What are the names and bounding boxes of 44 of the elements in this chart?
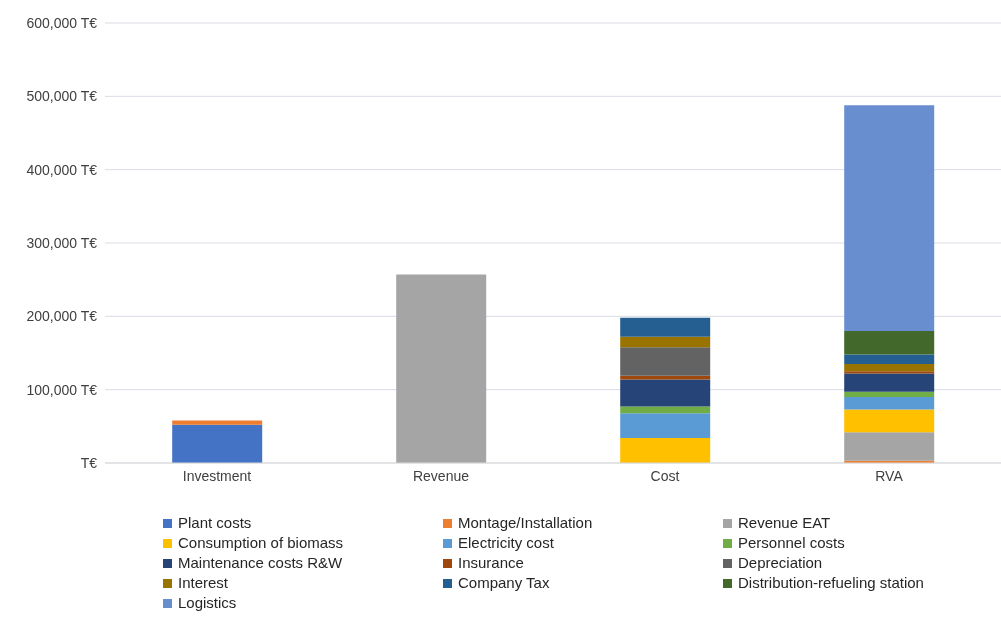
legend-label: Depreciation (738, 553, 823, 573)
bar (620, 438, 711, 463)
x-tick-label: RVA (875, 467, 904, 484)
bar (844, 105, 935, 331)
x-tick-label: Revenue (412, 467, 470, 484)
bar (620, 317, 711, 337)
legend-label: Interest (178, 573, 229, 593)
x-tick-label: Cost (650, 467, 680, 484)
bar (844, 331, 935, 355)
legend-label: Insurance (458, 553, 524, 573)
bar (844, 373, 935, 392)
legend-label: Electricity cost (458, 533, 554, 553)
bar (172, 420, 263, 425)
bar (844, 409, 935, 433)
bar (620, 413, 711, 439)
y-tick-label: 600,000 T€ (26, 14, 98, 31)
legend-label: Logistics (178, 593, 237, 613)
bar (620, 347, 711, 376)
y-tick-label: 300,000 T€ (26, 234, 98, 251)
bar (620, 406, 711, 414)
bar (844, 354, 935, 364)
bar (844, 371, 935, 374)
legend-label: Maintenance costs R&W (178, 553, 343, 573)
bar (620, 336, 711, 348)
y-tick-label: T€ (80, 454, 98, 471)
bar (844, 432, 935, 461)
bar (844, 397, 935, 410)
bar (620, 379, 711, 407)
legend-label: Personnel costs (738, 533, 845, 553)
bar (844, 391, 935, 397)
legend-label: Company Tax (458, 573, 550, 593)
bar (844, 364, 935, 372)
legend-label: Distribution-refueling station (738, 573, 924, 593)
legend-label: Revenue EAT (738, 513, 831, 533)
y-tick-label: 500,000 T€ (26, 88, 98, 105)
y-tick-label: 100,000 T€ (26, 381, 98, 398)
bar (172, 424, 263, 463)
legend-label: Consumption of biomass (178, 533, 344, 553)
bar (396, 274, 487, 463)
x-tick-label: Investment (182, 467, 252, 484)
legend-label: Plant costs (178, 513, 252, 533)
y-tick-label: 200,000 T€ (26, 308, 98, 325)
y-tick-label: 400,000 T€ (26, 161, 98, 178)
legend-label: Montage/Installation (458, 513, 593, 533)
